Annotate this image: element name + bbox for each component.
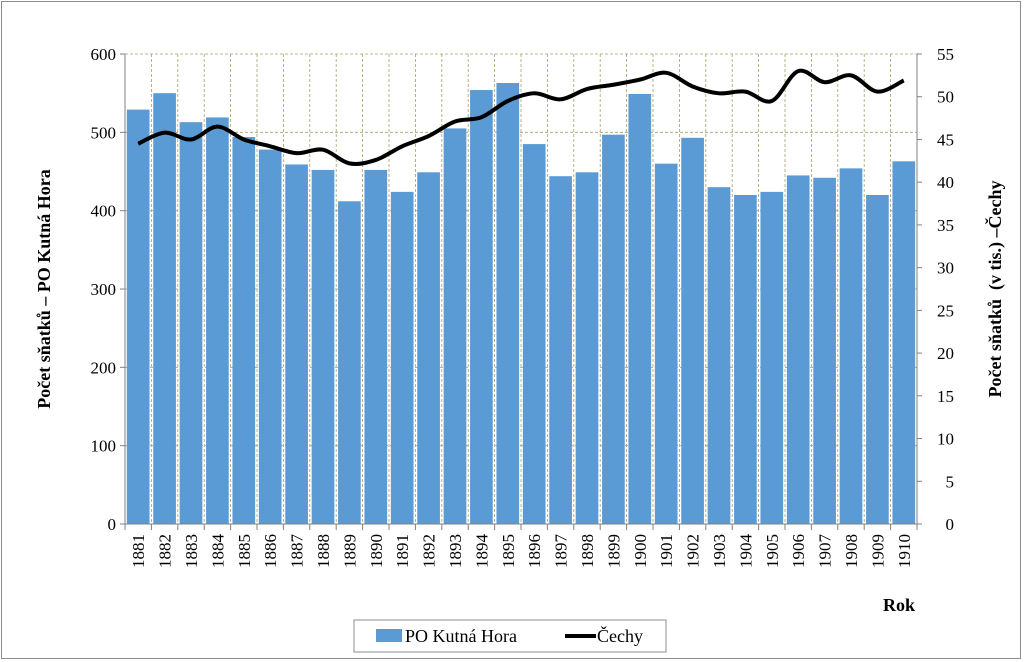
- x-tick-label: 1892: [420, 534, 439, 568]
- bar: [364, 169, 388, 524]
- bar: [470, 90, 493, 525]
- y2-tick-label: 5: [946, 472, 955, 491]
- bar: [443, 128, 467, 524]
- bar: [206, 117, 229, 524]
- bar: [681, 137, 704, 525]
- bar: [839, 168, 863, 524]
- y2-tick-label: 50: [937, 88, 954, 107]
- y2-axis-title: Počet sňatků (v tis.) –Čechy: [984, 181, 1006, 398]
- bar: [549, 176, 572, 524]
- bar: [258, 149, 282, 525]
- x-tick-label: 1893: [446, 534, 465, 568]
- x-tick-label: 1901: [657, 534, 676, 568]
- legend-box: [353, 619, 667, 653]
- y2-tick-label: 40: [937, 173, 954, 192]
- x-tick-label: 1896: [525, 534, 544, 568]
- x-tick-label: 1905: [763, 534, 782, 568]
- bar: [285, 164, 308, 524]
- x-tick-label: 1907: [816, 534, 835, 569]
- y-tick-label: 300: [91, 280, 117, 299]
- x-tick-label: 1902: [684, 534, 703, 568]
- x-tick-label: 1882: [156, 534, 175, 568]
- x-axis-title: Rok: [883, 595, 915, 615]
- y-tick-label: 500: [91, 123, 117, 142]
- bar: [707, 187, 731, 524]
- axes: [120, 53, 922, 530]
- x-tick-label: 1891: [393, 534, 412, 568]
- bar: [126, 109, 150, 524]
- x-tick-label: 1900: [631, 534, 650, 568]
- bar: [338, 201, 361, 524]
- x-tick-label: 1909: [868, 534, 887, 568]
- line-series: [137, 68, 905, 166]
- bar: [179, 122, 203, 525]
- x-tick-label: 1881: [129, 534, 148, 568]
- right-axis-ticks: 0 5 10 15 20 25 30 35 40 45 50 55: [937, 45, 954, 534]
- legend: PO Kutná Hora Čechy: [353, 619, 667, 653]
- bar: [866, 195, 889, 524]
- x-tick-label: 1887: [288, 534, 307, 569]
- legend-line-label: Čechy: [597, 625, 643, 646]
- bar: [892, 161, 916, 525]
- bar: [153, 93, 176, 525]
- x-tick-label: 1895: [499, 534, 518, 568]
- y2-tick-label: 0: [946, 515, 955, 534]
- bar: [575, 172, 599, 525]
- left-axis-ticks: 0 100 200 300 400 500 600: [91, 45, 117, 534]
- y2-tick-label: 25: [937, 301, 954, 320]
- x-tick-label: 1910: [895, 534, 914, 568]
- x-tick-label: 1889: [340, 534, 359, 568]
- x-tick-label: 1886: [261, 534, 280, 568]
- x-tick-label: 1906: [789, 534, 808, 568]
- y-tick-label: 100: [91, 437, 117, 456]
- bar: [760, 191, 784, 524]
- bar: [417, 172, 440, 525]
- y2-tick-label: 10: [937, 430, 954, 449]
- x-tick-label: 1884: [208, 534, 227, 569]
- bar: [311, 169, 335, 524]
- y-tick-label: 200: [91, 358, 117, 377]
- legend-bar-swatch: [376, 629, 402, 642]
- x-tick-label: 1898: [578, 534, 597, 568]
- bar: [522, 144, 546, 525]
- y2-tick-label: 30: [937, 259, 954, 278]
- x-axis-ticks: 1881 1882 1883 1884 1885 1886 1887 1888 1889 1890…: [129, 534, 914, 569]
- y-axis-title: Počet sňatků – PO Kutná Hora: [34, 169, 54, 409]
- y-tick-label: 600: [91, 45, 117, 64]
- bar: [813, 177, 836, 524]
- gridlines: [125, 53, 917, 524]
- y2-tick-label: 15: [937, 387, 954, 406]
- x-tick-label: 1883: [182, 534, 201, 568]
- x-tick-label: 1904: [736, 534, 755, 569]
- bar-series: [126, 82, 916, 525]
- line-path: [137, 68, 905, 166]
- y-tick-label: 0: [108, 515, 117, 534]
- legend-bar-label: PO Kutná Hora: [405, 626, 517, 646]
- y2-tick-label: 45: [937, 130, 954, 149]
- bar: [496, 82, 520, 524]
- x-tick-label: 1908: [842, 534, 861, 568]
- y2-tick-label: 20: [937, 344, 954, 363]
- bar: [232, 137, 256, 525]
- x-tick-label: 1894: [472, 534, 491, 569]
- bar: [390, 191, 414, 524]
- x-tick-label: 1890: [367, 534, 386, 568]
- bar: [734, 195, 757, 524]
- bar: [602, 134, 625, 524]
- x-tick-label: 1888: [314, 534, 333, 568]
- x-tick-label: 1899: [604, 534, 623, 568]
- x-tick-label: 1897: [552, 534, 571, 569]
- bar: [654, 163, 678, 524]
- y-tick-label: 400: [91, 202, 117, 221]
- x-tick-label: 1903: [710, 534, 729, 568]
- x-tick-label: 1885: [235, 534, 254, 568]
- y2-tick-label: 35: [937, 216, 954, 235]
- bar: [786, 175, 810, 524]
- bar: [628, 93, 652, 524]
- y2-tick-label: 55: [937, 45, 954, 64]
